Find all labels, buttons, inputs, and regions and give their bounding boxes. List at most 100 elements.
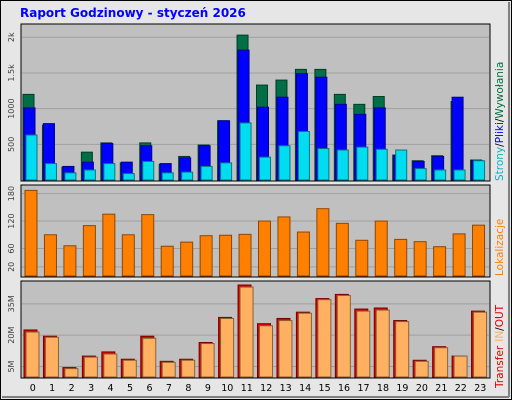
legend-sep-3: / bbox=[494, 327, 506, 331]
x-tick-label: 2 bbox=[69, 383, 75, 394]
bar-in-hour-22 bbox=[453, 355, 468, 378]
y-tick-label: 20M bbox=[7, 327, 16, 344]
gridlines bbox=[22, 36, 489, 368]
bar-in-hour-11 bbox=[239, 286, 254, 378]
y-tick-label: 20 bbox=[7, 262, 16, 272]
y-tick-label: 5M bbox=[7, 360, 16, 372]
bar-lokalizacje-hour-5 bbox=[121, 234, 135, 277]
bar-in-hour-10 bbox=[220, 317, 235, 378]
x-tick-label: 6 bbox=[146, 383, 152, 394]
bar-in-hour-19 bbox=[395, 321, 410, 378]
x-tick-label: 17 bbox=[357, 383, 369, 394]
x-tick-label: 20 bbox=[416, 383, 428, 394]
bar-wywołania-hour-20 bbox=[414, 168, 427, 181]
bar-lokalizacje-hour-7 bbox=[160, 245, 174, 277]
bar-wywołania-hour-3 bbox=[83, 169, 96, 181]
bar-lokalizacje-hour-15 bbox=[316, 208, 330, 277]
bar-wywołania-hour-4 bbox=[103, 163, 116, 181]
bar-wywołania-hour-19 bbox=[395, 149, 408, 181]
bar-lokalizacje-hour-3 bbox=[82, 225, 96, 277]
x-tick-label: 18 bbox=[377, 383, 389, 394]
legend-transfer-label: Transfer bbox=[494, 345, 506, 389]
legend-sep-1: / bbox=[494, 143, 506, 147]
bar-lokalizacje-hour-17 bbox=[355, 239, 369, 277]
x-tick-label: 11 bbox=[241, 383, 253, 394]
y-tick-label: 120 bbox=[7, 213, 16, 228]
page-title: Raport Godzinowy - styczeń 2026 bbox=[20, 6, 246, 20]
bar-lokalizacje-hour-23 bbox=[472, 224, 486, 277]
x-tick-label: 12 bbox=[260, 383, 272, 394]
x-tick-label: 9 bbox=[205, 383, 211, 394]
legend-requests: Strony/Pliki/Wywołania bbox=[494, 62, 506, 181]
legend-out: OUT bbox=[494, 304, 506, 327]
y-tick-labels: 2k 1.5k 1000 500 180 120 60 20 35M 20M 5M bbox=[7, 32, 16, 372]
x-tick-label: 3 bbox=[88, 383, 94, 394]
visits-panel bbox=[20, 184, 491, 278]
bar-wywołania-hour-6 bbox=[142, 160, 155, 181]
legend-wywolania: Wywołania bbox=[494, 62, 506, 119]
bar-lokalizacje-hour-4 bbox=[102, 213, 116, 277]
bar-in-hour-12 bbox=[259, 325, 273, 378]
bar-pliki-hour-22 bbox=[451, 96, 464, 181]
legend-sep-2: / bbox=[494, 118, 506, 122]
bar-lokalizacje-hour-21 bbox=[433, 246, 447, 277]
legend-in: IN bbox=[494, 331, 506, 342]
x-tick-label: 5 bbox=[127, 383, 133, 394]
x-tick-label: 21 bbox=[435, 383, 447, 394]
bar-in-hour-21 bbox=[434, 347, 449, 378]
bar-lokalizacje-hour-6 bbox=[141, 214, 155, 277]
bar-wywołania-hour-14 bbox=[297, 130, 310, 181]
bar-wywołania-hour-0 bbox=[25, 134, 38, 181]
x-tick-label: 0 bbox=[30, 383, 36, 394]
bar-in-hour-15 bbox=[317, 299, 332, 378]
bar-wywołania-hour-11 bbox=[239, 122, 252, 181]
y-tick-label: 60 bbox=[7, 243, 16, 253]
bar-in-hour-17 bbox=[356, 310, 371, 378]
bar-lokalizacje-hour-2 bbox=[63, 245, 77, 277]
bar-wywołania-hour-10 bbox=[220, 162, 233, 181]
x-tick-label: 23 bbox=[474, 383, 486, 394]
bars bbox=[22, 34, 488, 378]
bar-lokalizacje-hour-16 bbox=[335, 222, 349, 277]
bar-wywołania-hour-23 bbox=[473, 160, 486, 181]
y-tick-label: 2k bbox=[7, 32, 16, 42]
y-tick-label: 35M bbox=[7, 295, 16, 312]
x-tick-label: 8 bbox=[185, 383, 191, 394]
bar-wywołania-hour-13 bbox=[278, 145, 291, 181]
bar-in-hour-9 bbox=[200, 343, 215, 378]
x-tick-labels: 0 1 2 3 4 5 6 7 8 9 10 11 12 13 14 15 16 17 18 19 20 21 22 23 bbox=[30, 383, 487, 394]
bar-in-hour-16 bbox=[336, 294, 351, 378]
bar-wywołania-hour-17 bbox=[356, 146, 369, 181]
bar-wywołania-hour-5 bbox=[122, 173, 135, 181]
bar-in-hour-8 bbox=[181, 359, 196, 378]
x-tick-label: 13 bbox=[280, 383, 292, 394]
x-tick-label: 22 bbox=[455, 383, 467, 394]
bar-wywołania-hour-22 bbox=[453, 169, 466, 181]
y-tick-label: 180 bbox=[7, 186, 16, 201]
bar-lokalizacje-hour-19 bbox=[394, 238, 408, 277]
requests-panel bbox=[20, 23, 491, 182]
bar-lokalizacje-hour-11 bbox=[238, 233, 252, 277]
y-tick-label: 500 bbox=[7, 137, 16, 152]
legend-lokalizacje: Lokalizacje bbox=[494, 219, 506, 276]
legend-transfer: Transfer IN/OUT bbox=[494, 304, 506, 389]
bar-in-hour-14 bbox=[297, 312, 312, 378]
bar-in-hour-7 bbox=[161, 361, 176, 378]
bar-in-hour-2 bbox=[64, 368, 79, 378]
bar-lokalizacje-hour-13 bbox=[277, 216, 291, 277]
bar-lokalizacje-hour-0 bbox=[24, 189, 38, 277]
bar-wywołania-hour-2 bbox=[64, 172, 77, 181]
bar-in-hour-18 bbox=[375, 309, 390, 378]
x-tick-label: 19 bbox=[396, 383, 408, 394]
bar-lokalizacje-hour-14 bbox=[296, 231, 310, 277]
bar-in-hour-13 bbox=[278, 320, 293, 378]
bar-wywołania-hour-12 bbox=[259, 156, 271, 181]
bar-lokalizacje-hour-20 bbox=[413, 241, 427, 277]
y-tick-label: 1000 bbox=[7, 98, 16, 118]
transfer-panel bbox=[20, 280, 491, 379]
x-tick-label: 10 bbox=[221, 383, 233, 394]
x-tick-label: 7 bbox=[166, 383, 172, 394]
bar-wywołania-hour-7 bbox=[161, 172, 174, 181]
